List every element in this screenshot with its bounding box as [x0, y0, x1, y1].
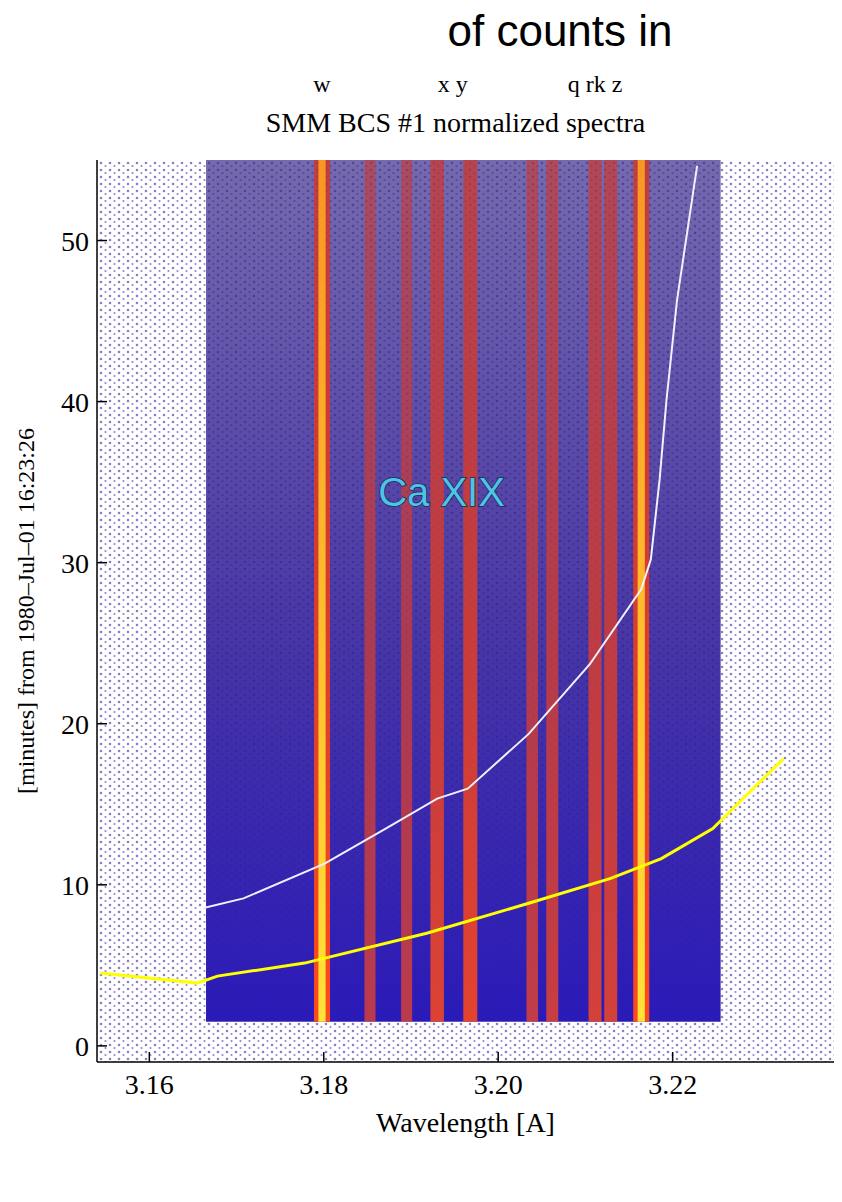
y-tick-label: 40 [61, 387, 89, 418]
plot-area [97, 160, 834, 1062]
x-tick [149, 1052, 151, 1062]
y-tick-label: 20 [61, 709, 89, 740]
line-band [546, 160, 558, 1022]
x-tick-label: 3.22 [648, 1069, 697, 1100]
line-band [463, 160, 477, 1022]
line-band [604, 160, 617, 1022]
spectral-line [364, 160, 375, 1022]
spectral-line [401, 160, 412, 1022]
line-band [430, 160, 444, 1022]
spectral-line [314, 160, 330, 1022]
spectral-line [430, 160, 444, 1022]
line-band [364, 160, 375, 1022]
y-tick [97, 562, 107, 564]
line-band [314, 160, 330, 1022]
y-tick [97, 1045, 107, 1047]
spectral-line [546, 160, 558, 1022]
x-tick [672, 1052, 674, 1062]
line-band [401, 160, 412, 1022]
x-axis [97, 1061, 834, 1063]
line-band [526, 160, 538, 1022]
y-tick [97, 401, 107, 403]
spectral-line [526, 160, 538, 1022]
chart: 3.16 3.18 3.20 3.22 0 10 20 30 40 50 Wavelength [A… [0, 0, 842, 1202]
y-tick [97, 884, 107, 886]
x-axis-title: Wavelength [A] [376, 1107, 555, 1138]
y-axis-title: [minutes] from 1980–Jul–01 16:23:26 [13, 428, 39, 794]
line-label: x y [438, 71, 468, 97]
y-tick-label: 0 [75, 1031, 89, 1062]
spectral-line [589, 160, 602, 1022]
light-curve [203, 166, 698, 909]
x-tick-label: 3.18 [299, 1069, 348, 1100]
x-tick [497, 1052, 499, 1062]
line-label: w [313, 71, 331, 97]
annotation: Ca XIX [378, 470, 505, 514]
x-tick-label: 3.20 [474, 1069, 523, 1100]
header-fragment: of counts in [447, 6, 672, 55]
y-tick-label: 30 [61, 548, 89, 579]
x-tick [323, 1052, 325, 1062]
spectral-line [604, 160, 617, 1022]
line-band [589, 160, 602, 1022]
chart-root: 3.16 3.18 3.20 3.22 0 10 20 30 40 50 Wavelength [A… [0, 0, 842, 1202]
y-tick-label: 10 [61, 870, 89, 901]
light-curve [101, 759, 784, 983]
spectral-line [463, 160, 477, 1022]
y-tick [97, 723, 107, 725]
line-label: q rk z [568, 71, 623, 97]
x-tick-label: 3.16 [125, 1069, 174, 1100]
y-tick [97, 240, 107, 242]
y-axis [96, 160, 98, 1062]
detector-region [206, 160, 721, 1022]
background-speckle [97, 160, 834, 1062]
y-tick-label: 50 [61, 226, 89, 257]
line-core [318, 160, 325, 1022]
title: SMM BCS #1 normalized spectra [266, 107, 646, 138]
